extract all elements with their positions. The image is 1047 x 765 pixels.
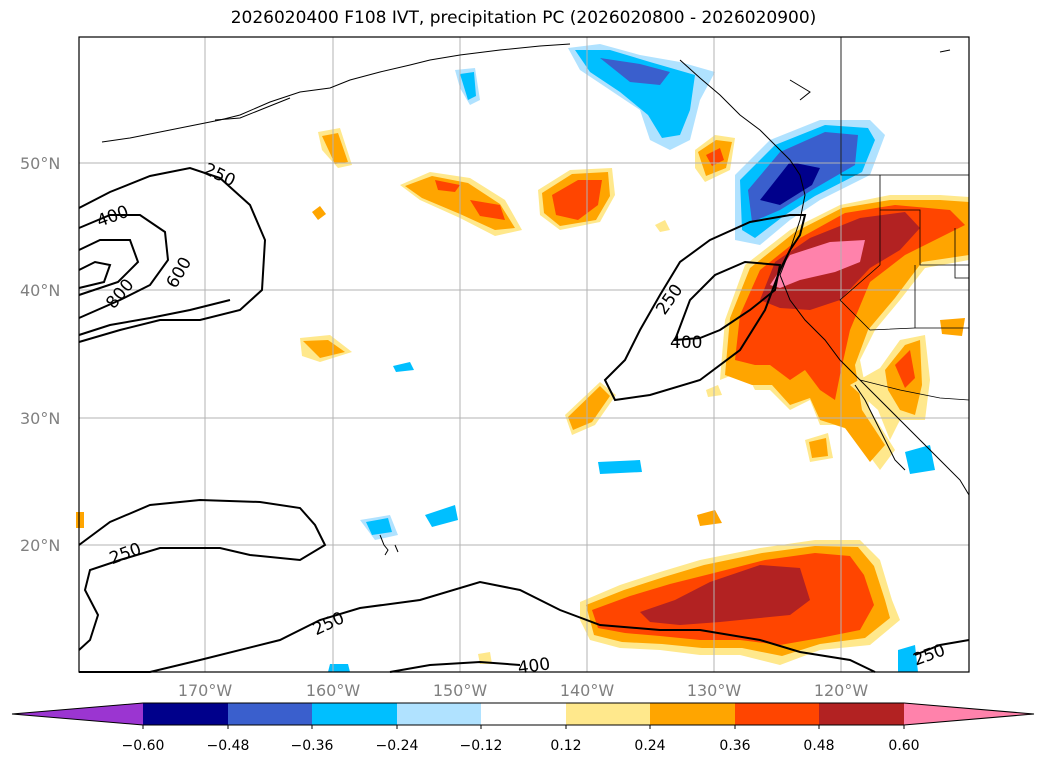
colorbar-swatch [650, 703, 735, 725]
lon-label: 170°W [178, 681, 233, 700]
colorbar-swatch [819, 703, 904, 725]
longitude-labels: 170°W 160°W 150°W 140°W 130°W 120°W [178, 681, 869, 700]
map-border [78, 36, 970, 673]
contour-label: 400 [517, 654, 552, 678]
map-title: 2026020400 F108 IVT, precipitation PC (2… [230, 8, 817, 28]
colorbar-swatch [312, 703, 397, 725]
colorbar-extend-right [904, 703, 1034, 725]
latitude-labels: 50°N 40°N 30°N 20°N [20, 154, 60, 555]
lat-label: 50°N [20, 154, 60, 173]
colorbar-swatch [566, 703, 650, 725]
colorbar-tick-label: −0.12 [460, 738, 503, 754]
gridlines [79, 37, 969, 672]
colorbar-tick-label: 0.60 [888, 738, 919, 754]
lon-label: 140°W [560, 681, 615, 700]
colorbar-tick-label: 0.24 [634, 738, 665, 754]
lon-label: 150°W [433, 681, 488, 700]
precip-shading [76, 44, 969, 672]
colorbar-swatch [143, 703, 228, 725]
colorbar-swatch [228, 703, 312, 725]
colorbar-tick-label: −0.24 [376, 738, 419, 754]
lon-label: 120°W [814, 681, 869, 700]
ivt-contours [78, 166, 970, 673]
colorbar-tick-label: −0.36 [291, 738, 334, 754]
lat-label: 40°N [20, 281, 60, 300]
lon-label: 160°W [306, 681, 361, 700]
borders [839, 37, 970, 401]
colorbar-swatch [481, 703, 566, 725]
colorbar-tick-label: 0.48 [803, 738, 834, 754]
lat-label: 30°N [20, 409, 60, 428]
lon-label: 130°W [687, 681, 742, 700]
lat-label: 20°N [20, 536, 60, 555]
contour-label: 400 [670, 333, 702, 353]
colorbar-tick-label: 0.12 [550, 738, 581, 754]
colorbar-tick-label: 0.36 [719, 738, 750, 754]
colorbar-extend-left [12, 703, 143, 725]
colorbar: −0.60 −0.48 −0.36 −0.24 −0.12 0.12 0.24 … [11, 702, 1035, 754]
colorbar-tick-label: −0.60 [122, 738, 165, 754]
colorbar-swatch [735, 703, 819, 725]
coastlines [101, 43, 970, 556]
colorbar-tick-label: −0.48 [207, 738, 250, 754]
colorbar-swatch [397, 703, 481, 725]
